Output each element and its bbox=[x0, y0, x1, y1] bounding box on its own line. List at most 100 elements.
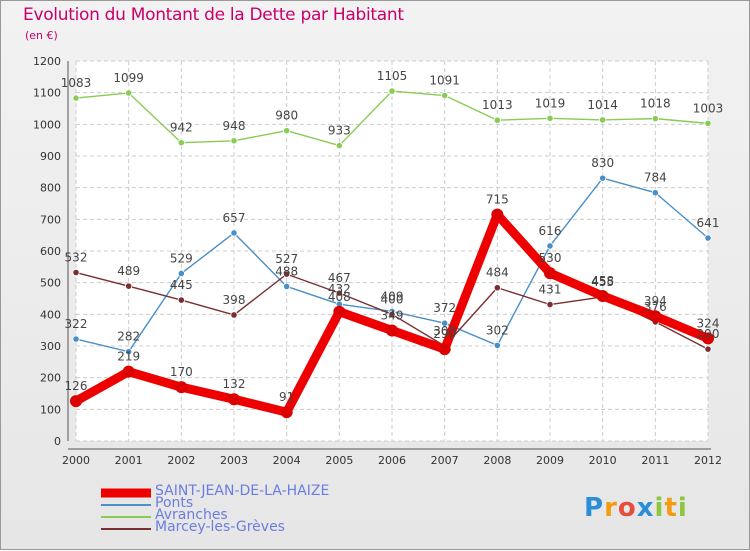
logo-letter: r bbox=[604, 493, 618, 523]
logo-letter: t bbox=[664, 493, 678, 523]
proxiti-logo: Proxiti bbox=[584, 493, 688, 523]
data-point bbox=[388, 87, 396, 95]
data-point bbox=[651, 189, 659, 197]
data-label: 1083 bbox=[61, 76, 92, 90]
data-label: 616 bbox=[539, 224, 562, 238]
data-label: 1091 bbox=[429, 74, 460, 88]
data-label: 400 bbox=[381, 292, 404, 306]
data-label: 132 bbox=[223, 377, 246, 391]
y-tick-label: 600 bbox=[40, 245, 61, 258]
x-tick-label: 2011 bbox=[641, 454, 669, 467]
data-point bbox=[388, 310, 396, 318]
data-point bbox=[704, 119, 712, 127]
data-point bbox=[596, 289, 609, 302]
x-tick-label: 2008 bbox=[483, 454, 511, 467]
data-point bbox=[283, 127, 291, 135]
logo-letter: o bbox=[617, 493, 637, 523]
data-label: 432 bbox=[328, 282, 351, 296]
data-label: 467 bbox=[328, 271, 351, 285]
x-tick-label: 2001 bbox=[115, 454, 143, 467]
chart-title: Evolution du Montant de la Dette par Hab… bbox=[23, 5, 404, 25]
data-point bbox=[704, 234, 712, 242]
data-point bbox=[493, 116, 501, 124]
data-point bbox=[72, 335, 80, 343]
data-label: 488 bbox=[275, 264, 298, 278]
x-tick-label: 2007 bbox=[431, 454, 459, 467]
y-tick-label: 500 bbox=[40, 277, 61, 290]
legend-label: Ponts bbox=[155, 495, 194, 511]
data-label: 398 bbox=[223, 293, 246, 307]
data-point bbox=[230, 137, 238, 145]
data-label: 1099 bbox=[113, 71, 144, 85]
data-point bbox=[72, 94, 80, 102]
y-tick-label: 100 bbox=[40, 403, 61, 416]
data-label: 322 bbox=[65, 317, 88, 331]
data-point bbox=[438, 343, 451, 356]
y-tick-label: 300 bbox=[40, 340, 61, 353]
data-label: 455 bbox=[591, 275, 614, 289]
data-label: 1003 bbox=[693, 101, 724, 115]
data-label: 527 bbox=[275, 252, 298, 266]
data-point bbox=[177, 139, 185, 147]
x-tick-label: 2012 bbox=[694, 454, 722, 467]
data-label: 530 bbox=[539, 251, 562, 265]
data-point bbox=[649, 310, 662, 323]
data-point bbox=[546, 300, 554, 309]
data-point bbox=[599, 116, 607, 124]
x-tick-label: 2002 bbox=[167, 454, 195, 467]
data-point bbox=[441, 319, 449, 327]
legend-label: SAINT-JEAN-DE-LA-HAIZE bbox=[155, 483, 330, 499]
data-point bbox=[386, 324, 398, 337]
data-label: 394 bbox=[644, 294, 667, 308]
data-label: 1105 bbox=[377, 69, 408, 83]
data-label: 1018 bbox=[640, 97, 671, 111]
data-label: 641 bbox=[697, 216, 720, 230]
data-label: 933 bbox=[328, 124, 351, 138]
y-tick-label: 1100 bbox=[33, 87, 61, 100]
y-tick-label: 1000 bbox=[33, 118, 61, 131]
data-label: 980 bbox=[275, 109, 298, 123]
data-label: 1019 bbox=[535, 96, 566, 110]
data-point bbox=[122, 365, 135, 378]
data-point bbox=[72, 268, 80, 277]
data-point bbox=[230, 229, 238, 237]
data-label: 1014 bbox=[587, 98, 618, 112]
x-tick-label: 2005 bbox=[325, 454, 353, 467]
data-label: 458 bbox=[591, 274, 614, 288]
data-label: 300 bbox=[433, 324, 456, 338]
data-point bbox=[283, 270, 291, 278]
data-label: 830 bbox=[591, 156, 614, 170]
x-tick-label: 2004 bbox=[273, 454, 301, 467]
data-point bbox=[493, 284, 501, 292]
data-point bbox=[125, 282, 133, 290]
data-point bbox=[280, 406, 293, 419]
data-label: 372 bbox=[433, 301, 456, 315]
x-tick-label: 2000 bbox=[62, 454, 90, 467]
data-label: 532 bbox=[65, 251, 88, 265]
data-point bbox=[228, 393, 240, 406]
data-point bbox=[441, 91, 449, 100]
y-tick-label: 1200 bbox=[33, 55, 61, 68]
data-label: 1013 bbox=[482, 98, 513, 112]
y-tick-label: 800 bbox=[40, 182, 61, 195]
data-point bbox=[175, 381, 188, 394]
data-point bbox=[177, 296, 185, 304]
data-point bbox=[702, 332, 714, 345]
data-point bbox=[546, 242, 554, 250]
data-label: 219 bbox=[117, 350, 140, 364]
data-label: 302 bbox=[486, 323, 509, 337]
data-point bbox=[546, 114, 554, 122]
data-point bbox=[493, 341, 501, 349]
data-label: 431 bbox=[539, 283, 562, 297]
logo-letter: P bbox=[584, 493, 605, 523]
data-point bbox=[335, 289, 343, 297]
legend-label: Marcey-les-Grèves bbox=[155, 519, 285, 535]
data-point bbox=[599, 174, 607, 182]
y-tick-label: 700 bbox=[40, 213, 61, 226]
chart-subtitle: (en €) bbox=[25, 29, 58, 42]
logo-letter: x bbox=[636, 493, 655, 523]
data-label: 529 bbox=[170, 251, 193, 265]
x-tick-label: 2010 bbox=[589, 454, 617, 467]
legend-label: Avranches bbox=[155, 507, 228, 523]
